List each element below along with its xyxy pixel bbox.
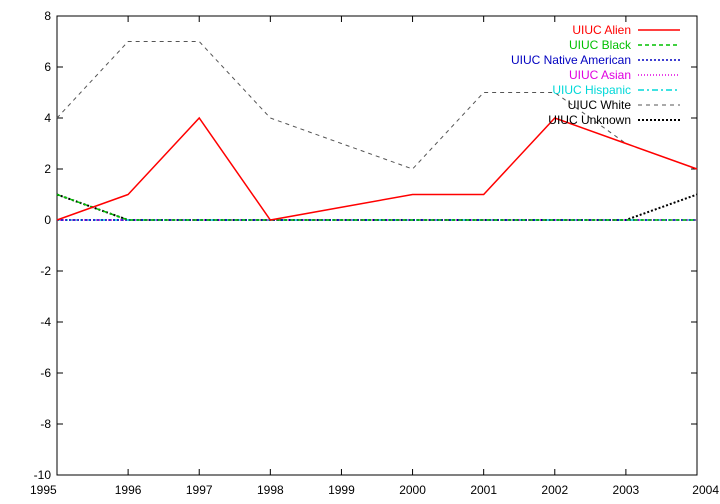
y-tick-label: -10 xyxy=(34,468,52,482)
series-line-uiuc-black xyxy=(56,193,697,221)
y-tick-label: -6 xyxy=(40,366,51,380)
y-tick-label: 0 xyxy=(44,213,51,227)
y-tick-label: 8 xyxy=(44,9,51,23)
legend-label: UIUC Native American xyxy=(511,53,631,67)
x-tick-label: 1995 xyxy=(30,483,57,497)
series-line-uiuc-unknown xyxy=(56,193,698,221)
series-layer xyxy=(56,41,698,221)
legend-label: UIUC Asian xyxy=(569,68,631,82)
x-tick-label: 2000 xyxy=(399,483,426,497)
x-tick-label: 1999 xyxy=(328,483,355,497)
x-tick-label: 1996 xyxy=(115,483,142,497)
y-tick-label: 4 xyxy=(44,111,51,125)
y-tick-label: -2 xyxy=(40,264,51,278)
x-tick-label: 1997 xyxy=(186,483,213,497)
series-line-uiuc-alien xyxy=(56,116,698,221)
x-tick-label: 2004 xyxy=(692,483,719,497)
axis-ticks: -10 -8 -6 -4 -2 0 2 4 6 8 1995 1996 1997 1998 1999 2000… xyxy=(30,9,719,497)
plot-frame xyxy=(56,15,698,476)
x-tick-label: 2001 xyxy=(470,483,497,497)
legend-label: UIUC Alien xyxy=(572,23,631,37)
y-tick-label: -8 xyxy=(40,417,51,431)
x-tick-label: 2003 xyxy=(613,483,640,497)
y-tick-label: 6 xyxy=(44,60,51,74)
x-tick-label: 2002 xyxy=(541,483,568,497)
legend-label: UIUC Unknown xyxy=(548,113,631,127)
x-tick-label: 1998 xyxy=(257,483,284,497)
legend-label: UIUC Black xyxy=(569,38,632,52)
series-line-uiuc-white xyxy=(56,41,698,170)
y-tick-label: -4 xyxy=(40,315,51,329)
legend-label: UIUC Hispanic xyxy=(552,83,631,97)
y-tick-label: 2 xyxy=(44,162,51,176)
legend-label: UIUC White xyxy=(568,98,632,112)
